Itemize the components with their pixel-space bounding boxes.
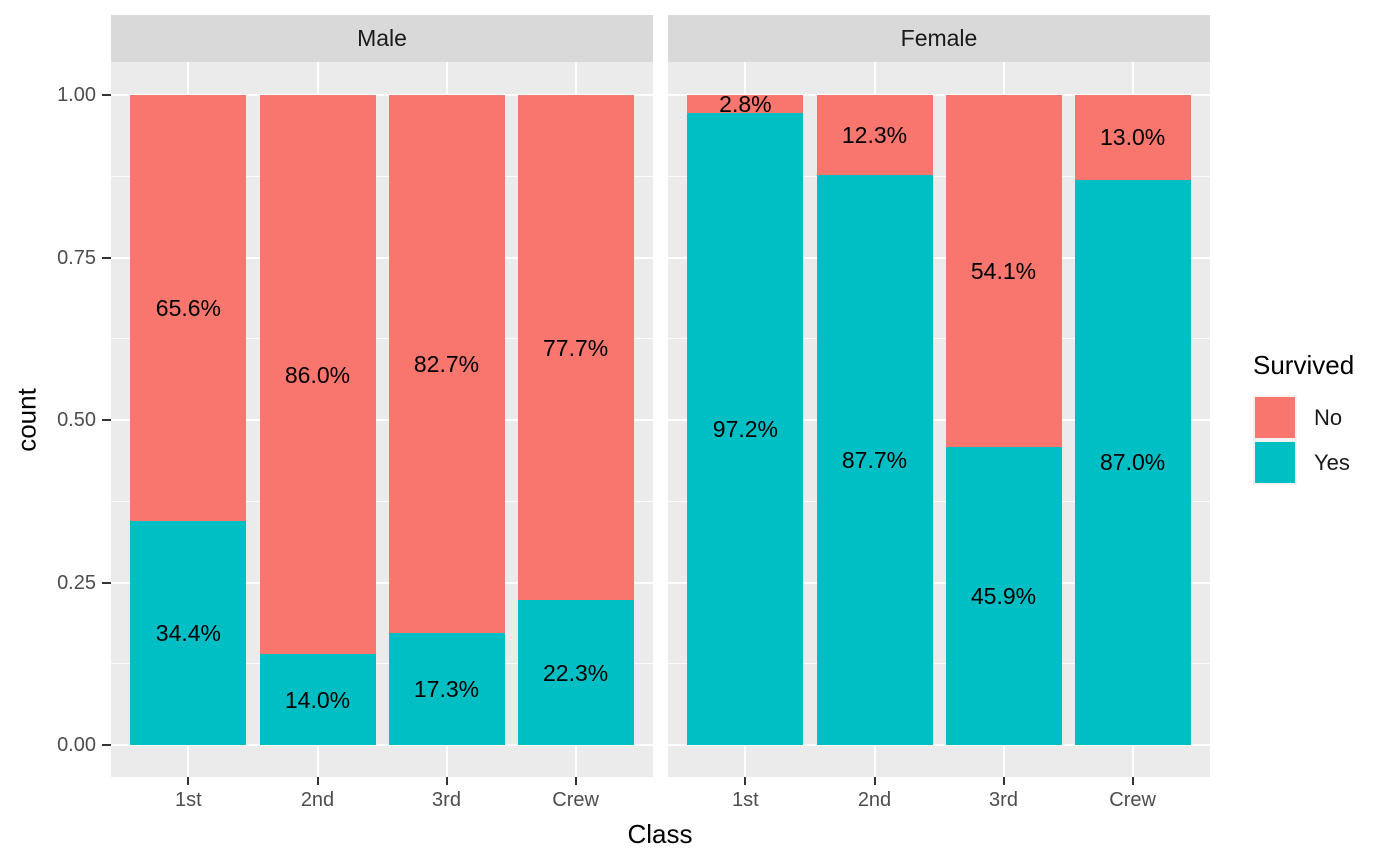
gridline-minor: [111, 175, 653, 177]
x-tick-label: 2nd: [300, 789, 335, 811]
legend: Survived No Yes: [1253, 350, 1354, 485]
bar-segment-yes: [687, 113, 804, 745]
segment-label-yes: 87.7%: [841, 446, 908, 473]
y-axis-tick: [102, 256, 111, 259]
facet-strip: Female: [668, 15, 1210, 62]
bar-segment-yes: [945, 446, 1062, 745]
legend-entry: Yes: [1253, 440, 1354, 485]
gridline-major: [111, 256, 653, 259]
segment-label-yes: 34.4%: [155, 620, 221, 647]
gridline-minor: [111, 663, 653, 665]
segment-label-yes: 17.3%: [413, 675, 480, 702]
y-axis-tick: [102, 744, 111, 746]
gridline-minor: [668, 175, 1210, 177]
y-tick-label: 0.00: [57, 734, 96, 756]
bar-segment-yes: [388, 632, 505, 745]
gridline-major: [111, 94, 653, 96]
segment-label-no: 82.7%: [413, 350, 480, 377]
y-tick-label: 1.00: [57, 84, 96, 106]
x-axis-tick: [316, 777, 319, 785]
segment-label-yes: 45.9%: [970, 582, 1037, 609]
segment-label-no: 13.0%: [1099, 124, 1166, 151]
x-tick-label: 3rd: [432, 789, 461, 811]
x-tick-label: 1st: [175, 789, 202, 811]
facet-strip: Male: [111, 15, 653, 62]
x-axis-tick: [445, 777, 448, 785]
legend-key-swatch: [1253, 440, 1297, 485]
gridline-minor: [668, 500, 1210, 502]
gridline-major: [668, 256, 1210, 259]
gridline-minor: [111, 500, 653, 502]
x-axis-tick: [1131, 777, 1134, 785]
bar-segment-no: [259, 95, 376, 654]
x-axis-tick: [187, 777, 190, 785]
bar-segment-no: [517, 95, 634, 601]
segment-label-no: 77.7%: [542, 334, 609, 361]
gridline-major: [668, 419, 1210, 421]
x-tick-label: 3rd: [989, 789, 1018, 811]
segment-label-no: 54.1%: [970, 257, 1037, 284]
gridline-major: [111, 581, 653, 584]
segment-label-yes: 14.0%: [284, 686, 351, 713]
bar-segment-yes: [517, 600, 634, 745]
bar-segment-no: [1074, 95, 1191, 180]
gridline-major: [668, 94, 1210, 96]
bar-segment-no: [388, 95, 505, 633]
segment-label-yes: 87.0%: [1099, 449, 1166, 476]
legend-key-swatch: [1253, 395, 1297, 440]
panel: [111, 62, 653, 777]
x-tick-label: Crew: [552, 789, 599, 811]
legend-label: Yes: [1314, 449, 1350, 475]
segment-label-no: 65.6%: [155, 295, 221, 322]
x-axis-tick: [744, 777, 747, 785]
segment-label-no: 12.3%: [841, 121, 908, 148]
bar-segment-no: [945, 95, 1062, 447]
gridline-minor: [668, 338, 1210, 340]
gridline-major: [668, 581, 1210, 584]
y-tick-label: 0.50: [57, 409, 96, 431]
gridline-minor: [668, 663, 1210, 665]
bar-segment-no: [816, 95, 933, 175]
legend-title: Survived: [1253, 350, 1355, 380]
segment-label-yes: 97.2%: [712, 416, 778, 443]
y-tick-label: 0.25: [57, 571, 96, 594]
legend-entries: No Yes: [1253, 395, 1354, 485]
bar-segment-yes: [259, 654, 376, 745]
bar-segment-no: [687, 95, 804, 114]
y-axis-tick: [102, 419, 111, 421]
bar-segment-no: [130, 95, 247, 522]
segment-label-yes: 22.3%: [542, 659, 609, 686]
x-tick-label: 1st: [732, 789, 759, 811]
y-axis-tick: [102, 581, 111, 584]
bar-segment-yes: [130, 521, 247, 745]
legend-label: No: [1314, 404, 1343, 430]
gridline-major: [668, 744, 1210, 746]
facet-strip-label: Female: [900, 25, 978, 51]
segment-label-no: 86.0%: [284, 361, 351, 388]
segment-label-no: 2.8%: [719, 91, 772, 118]
gridline-minor: [111, 338, 653, 340]
x-axis-title: Class: [627, 819, 693, 849]
bar-segment-yes: [816, 174, 933, 745]
x-axis-tick: [873, 777, 876, 785]
y-tick-label: 0.75: [57, 246, 96, 269]
y-axis-tick: [102, 94, 111, 96]
gridline-major: [111, 744, 653, 746]
x-axis-tick: [1002, 777, 1005, 785]
bar-segment-yes: [1074, 179, 1191, 745]
x-axis-tick: [574, 777, 577, 785]
facet-strip-label: Male: [357, 25, 407, 51]
legend-entry: No: [1253, 395, 1354, 440]
gridline-major: [111, 419, 653, 421]
x-tick-label: Crew: [1109, 789, 1156, 811]
panel: [668, 62, 1210, 777]
x-tick-label: 2nd: [857, 789, 892, 811]
